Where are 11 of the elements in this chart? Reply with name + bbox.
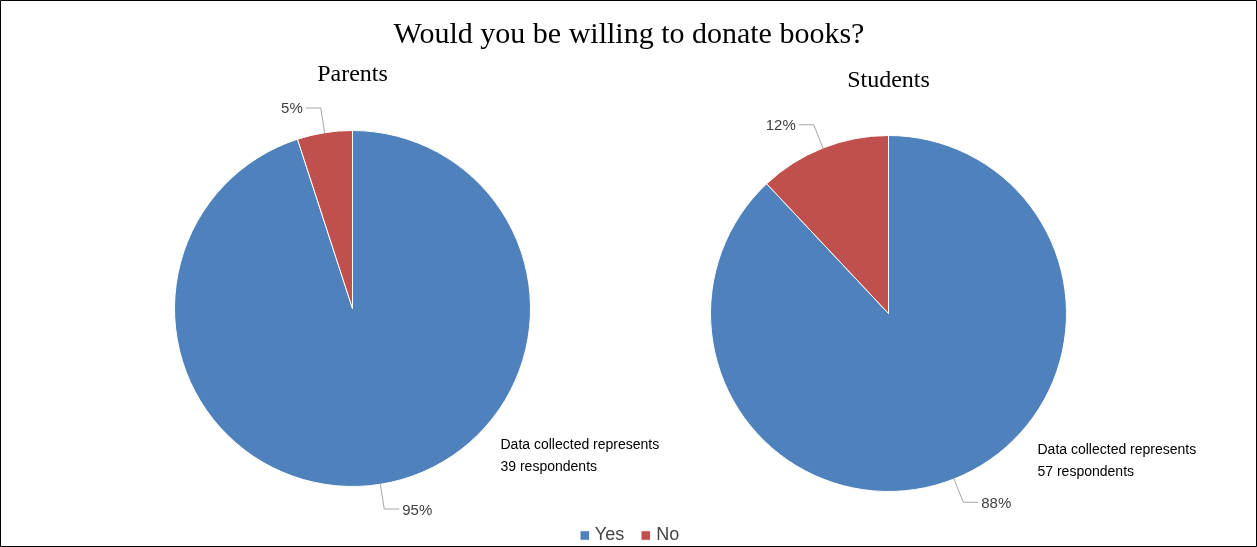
data-label: 88%: [981, 493, 1012, 511]
chart-title: Would you be willing to donate books?: [393, 16, 865, 49]
chart-subtitle: Students: [847, 65, 930, 92]
text: Data collected represents 57 respondents: [1037, 440, 1197, 479]
data-label: 5%: [281, 99, 303, 117]
data-label: 12%: [765, 116, 796, 134]
text: Data collected represents 39 respondents: [500, 435, 660, 474]
data-label: 95%: [402, 500, 433, 518]
legend-label: Yes: [594, 524, 625, 545]
legend-label: No: [656, 524, 680, 545]
chart-subtitle: Parents: [317, 59, 388, 86]
